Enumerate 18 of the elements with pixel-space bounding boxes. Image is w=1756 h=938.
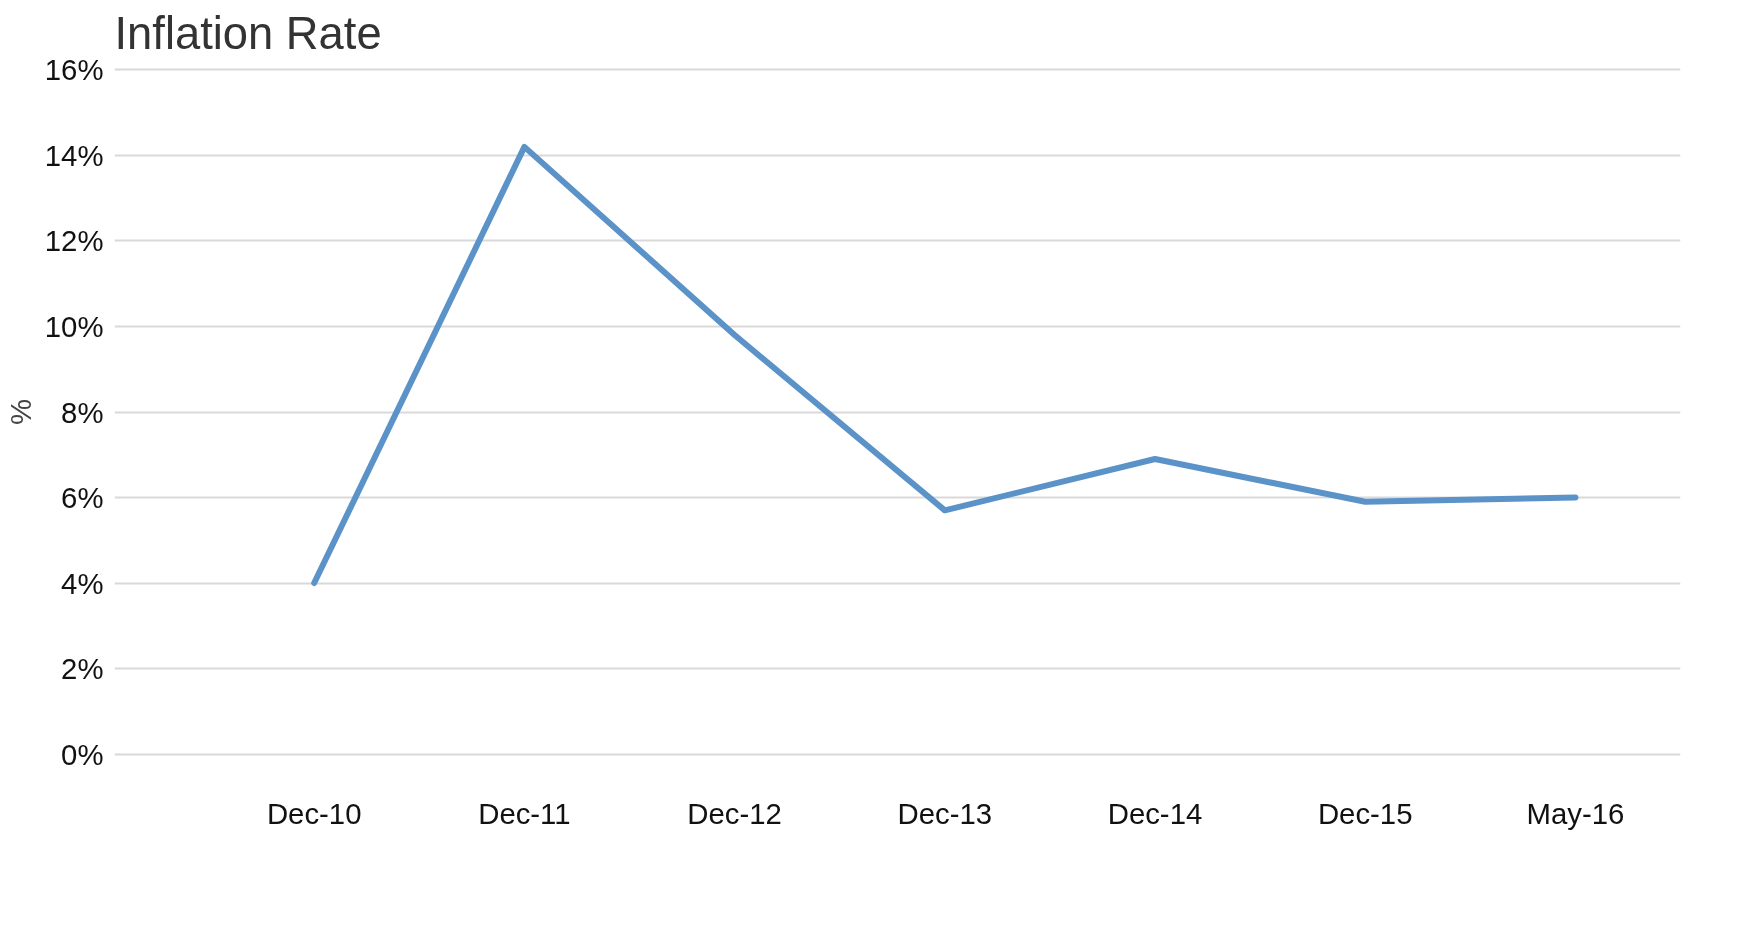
x-tick-label: Dec-15	[1317, 796, 1413, 830]
y-tick-label: 10%	[44, 309, 104, 343]
y-tick-label: 2%	[61, 652, 104, 686]
x-tick-label: Dec-13	[897, 796, 993, 830]
y-tick-label: 14%	[44, 138, 104, 172]
x-tick-label: Dec-11	[478, 796, 571, 830]
y-axis-title: %	[3, 398, 37, 426]
x-tick-label: May-16	[1526, 796, 1625, 830]
x-tick-label: Dec-10	[266, 796, 362, 830]
y-tick-label: 16%	[44, 53, 104, 87]
y-tick-label: 8%	[61, 395, 104, 429]
x-tick-label: Dec-14	[1107, 796, 1203, 830]
y-tick-label: 4%	[61, 566, 104, 600]
y-tick-label: 0%	[61, 737, 104, 771]
chart-title: Inflation Rate	[114, 7, 382, 59]
x-tick-label: Dec-12	[687, 796, 782, 830]
y-tick-label: 6%	[61, 481, 104, 515]
y-tick-label: 12%	[44, 224, 104, 258]
